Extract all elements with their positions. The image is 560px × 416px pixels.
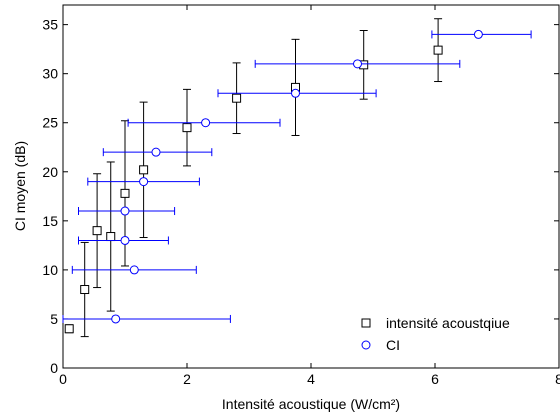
x-tick-label: 6	[431, 371, 439, 387]
data-point-square	[139, 165, 149, 175]
y-tick-label: 20	[42, 164, 58, 180]
x-tick-label: 8	[555, 371, 560, 387]
legend: intensité acoustqiue CI	[361, 315, 510, 353]
legend-marker-circle	[361, 340, 371, 350]
data-point-circle	[201, 118, 211, 128]
data-point-square	[120, 188, 130, 198]
legend-label-series-1: intensité acoustqiue	[386, 315, 510, 331]
x-tick-label: 0	[59, 371, 67, 387]
y-tick-label: 35	[42, 17, 58, 33]
y-tick-label: 0	[50, 360, 58, 376]
data-point-square	[64, 324, 74, 334]
data-point-square	[80, 285, 90, 295]
x-tick-label: 4	[307, 371, 315, 387]
series-square	[64, 18, 443, 338]
y-tick-label: 30	[42, 66, 58, 82]
data-point-circle	[120, 235, 130, 245]
data-point-square	[232, 93, 242, 103]
data-point-square	[106, 232, 116, 242]
series-circle	[62, 29, 532, 324]
y-tick-label: 10	[42, 262, 58, 278]
legend-marker-square	[361, 318, 371, 328]
ticks: 0 2 4 6 8 0 5 10 15 20 25 30 35	[42, 5, 560, 387]
plot-area	[62, 4, 560, 369]
series-layer	[62, 18, 532, 338]
data-point-circle	[111, 314, 121, 324]
y-tick-label: 25	[42, 115, 58, 131]
x-tick-label: 2	[183, 371, 191, 387]
data-point-square	[433, 45, 443, 55]
data-point-square	[182, 123, 192, 133]
y-axis-label: CI moyen (dB)	[12, 141, 28, 231]
data-point-circle	[120, 206, 130, 216]
y-tick-label: 5	[50, 311, 58, 327]
data-point-circle	[473, 29, 483, 39]
y-tick-label: 15	[42, 213, 58, 229]
x-axis-label: Intensité acoustique (W/cm²)	[222, 396, 400, 412]
data-point-circle	[139, 177, 149, 187]
legend-label-series-2: CI	[386, 337, 400, 353]
data-point-circle	[129, 265, 139, 275]
data-point-circle	[291, 88, 300, 98]
data-point-circle	[353, 59, 362, 69]
data-point-square	[92, 226, 102, 236]
data-point-circle	[151, 147, 161, 157]
